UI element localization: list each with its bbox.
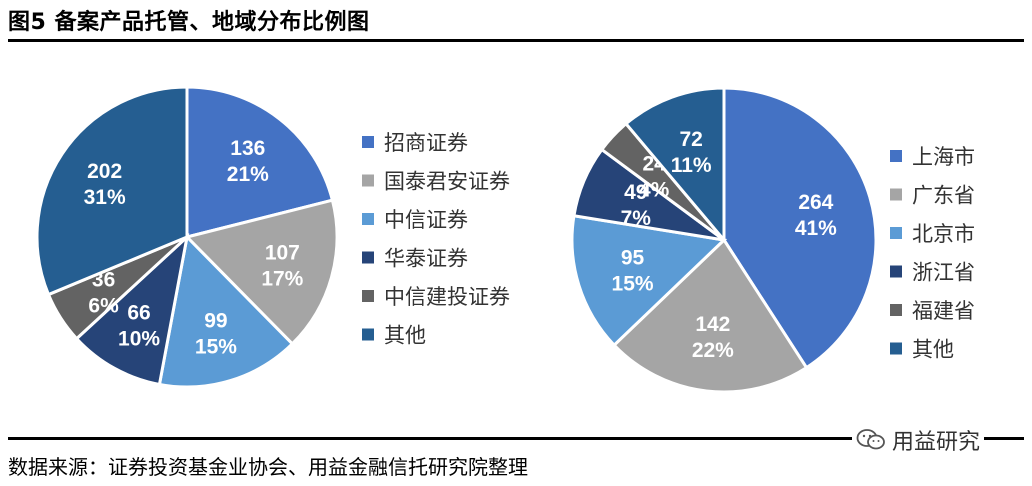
- pie2-slice-1: [612, 237, 809, 394]
- pie1-percent-label-5: 31%: [84, 186, 126, 209]
- pie1-legend-swatch-3: [362, 251, 374, 264]
- pie1-value-label-2: 99: [204, 310, 227, 333]
- pie1-legend-swatch-4: [362, 290, 374, 302]
- pie1-slice-1: [184, 198, 339, 346]
- pie2-legend-swatch-2: [890, 227, 902, 239]
- pie2-legend-label-5: 其他: [912, 338, 954, 362]
- pie1-slice-0: [185, 85, 335, 239]
- wechat-icon: [856, 429, 885, 450]
- pie1-value-label-5: 202: [87, 160, 122, 183]
- pie1-percent-label-1: 17%: [261, 268, 303, 291]
- pie1-percent-label-3: 10%: [118, 328, 160, 351]
- pie2-percent-label-4: 4%: [639, 178, 670, 201]
- pie1-percent-label-0: 21%: [227, 163, 269, 186]
- pie2-value-label-1: 142: [695, 313, 730, 336]
- pie1-legend-swatch-1: [362, 174, 374, 187]
- pie1-value-label-1: 107: [265, 242, 300, 265]
- pie1-slice-3: [74, 232, 190, 387]
- pie1-percent-label-4: 6%: [88, 294, 119, 317]
- pie2-legend-swatch-4: [890, 304, 902, 316]
- watermark-text: 用益研究: [892, 430, 981, 455]
- pie1-value-label-0: 136: [230, 137, 265, 160]
- pie2-legend-label-2: 北京市: [912, 222, 975, 246]
- pie2-value-label-5: 72: [679, 128, 702, 151]
- pie2-percent-label-0: 41%: [795, 217, 837, 240]
- pie2-legend-label-4: 福建省: [912, 299, 975, 323]
- pie1-legend-label-5: 其他: [384, 324, 426, 348]
- pie2-percent-label-5: 11%: [671, 154, 712, 177]
- pie1-legend-label-0: 招商证券: [384, 131, 468, 155]
- pie2-value-label-3: 49: [624, 181, 647, 204]
- top-rule: [8, 39, 1024, 42]
- pie-charts: 13621%10717%9915%6610%366%20231%招商证券国泰君安…: [35, 85, 975, 394]
- pie2-slice-2: [570, 213, 728, 348]
- pie2-percent-label-2: 15%: [612, 272, 654, 295]
- pie1-legend-swatch-0: [362, 136, 374, 148]
- pie2-legend-swatch-5: [890, 342, 902, 355]
- pie1-legend-label-1: 国泰君安证券: [384, 170, 510, 194]
- pie2-slice-5: [623, 86, 726, 245]
- pie1-legend-swatch-5: [362, 328, 374, 341]
- source-note: 数据来源：证券投资基金业协会、用益金融信托研究院整理: [8, 455, 528, 479]
- pie2-legend-swatch-0: [890, 150, 902, 162]
- pie2-legend-swatch-1: [890, 188, 902, 201]
- pie1-percent-label-2: 15%: [195, 336, 237, 359]
- pie2-percent-label-1: 22%: [692, 339, 734, 362]
- pie2-legend-label-0: 上海市: [912, 145, 975, 169]
- pie2-legend-swatch-3: [890, 265, 902, 278]
- figure-title: 图5 备案产品托管、地域分布比例图: [8, 10, 370, 35]
- pie2-legend-label-1: 广东省: [912, 184, 975, 208]
- pie2-value-label-2: 95: [621, 246, 645, 269]
- pie1-slice-5: [35, 85, 189, 297]
- pie2-legend-label-3: 浙江省: [912, 261, 975, 285]
- bottom-rule: [8, 437, 1024, 440]
- pie1-slice-2: [157, 233, 295, 389]
- pie1-legend-label-2: 中信证券: [384, 208, 468, 232]
- pie1-legend-swatch-2: [362, 213, 374, 225]
- pie2-percent-label-3: 7%: [621, 207, 652, 230]
- pie1-legend-label-4: 中信建投证券: [384, 285, 510, 309]
- pie1-value-label-3: 66: [127, 302, 150, 325]
- watermark: 用益研究: [852, 424, 985, 456]
- pie2-value-label-0: 264: [798, 191, 833, 214]
- pie1-legend-label-3: 华泰证券: [384, 247, 468, 271]
